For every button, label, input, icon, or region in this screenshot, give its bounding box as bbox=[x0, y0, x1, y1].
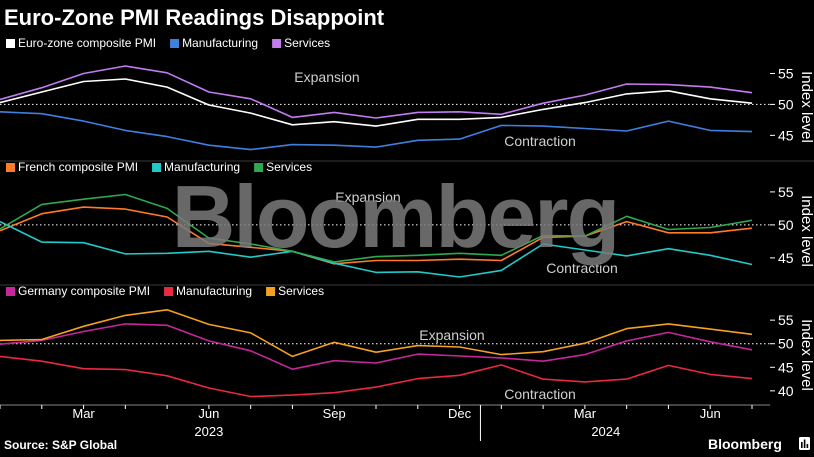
x-tick-label: Mar bbox=[72, 406, 95, 421]
series-line bbox=[0, 308, 753, 358]
contraction-label: Contraction bbox=[504, 133, 576, 149]
y-tick-label: 55 bbox=[778, 184, 794, 200]
panel-france: French composite PMI Manufacturing Service… bbox=[0, 160, 814, 278]
y-tick-label: 50 bbox=[778, 217, 794, 233]
legend-swatch bbox=[6, 39, 15, 48]
y-tick-label: 45 bbox=[778, 359, 794, 375]
series-line bbox=[0, 65, 753, 119]
expansion-label: Expansion bbox=[335, 189, 400, 205]
legend-swatch bbox=[6, 163, 15, 172]
panel-germany: Germany composite PMI Manufacturing Servic… bbox=[0, 284, 814, 402]
y-tick-label: 50 bbox=[778, 96, 794, 112]
legend-swatch bbox=[170, 39, 180, 48]
legend-item: Euro-zone composite PMI bbox=[6, 36, 156, 50]
contraction-label: Contraction bbox=[504, 386, 576, 402]
legend-swatch bbox=[6, 287, 15, 296]
legend-item: Services bbox=[266, 284, 324, 298]
x-axis: Mar Jun Sep Dec Mar Jun 2023 2024 bbox=[0, 404, 770, 441]
x-tick-label: Sep bbox=[323, 406, 346, 421]
legend-item: Manufacturing bbox=[170, 36, 258, 50]
expansion-label: Expansion bbox=[419, 327, 484, 343]
y-tick-label: 50 bbox=[778, 336, 794, 352]
x-tick-label: Dec bbox=[448, 406, 472, 421]
legend-item: Manufacturing bbox=[152, 160, 240, 174]
legend-item: Services bbox=[272, 36, 330, 50]
contraction-label: Contraction bbox=[546, 260, 618, 276]
legend-swatch bbox=[254, 163, 264, 172]
brand-logo-text: Bloomberg bbox=[708, 436, 782, 452]
y-tick-label: 55 bbox=[778, 312, 794, 328]
y-axis-title: Index level bbox=[798, 71, 814, 143]
x-year-label: 2023 bbox=[194, 424, 223, 439]
panel-euro-zone: Euro-zone composite PMI Manufacturing Serv… bbox=[0, 36, 814, 151]
y-axis-title: Index level bbox=[798, 319, 814, 391]
x-tick-label: Mar bbox=[574, 406, 597, 421]
legend-label: Manufacturing bbox=[182, 36, 258, 50]
x-tick-label: Jun bbox=[700, 406, 721, 421]
legend-swatch bbox=[266, 287, 276, 296]
expansion-label: Expansion bbox=[294, 69, 359, 85]
y-tick-label: 40 bbox=[778, 383, 794, 399]
series-line bbox=[0, 193, 753, 263]
legend-item: Services bbox=[254, 160, 312, 174]
x-year-label: 2024 bbox=[591, 424, 620, 439]
legend-label: Services bbox=[284, 36, 330, 50]
chart-title: Euro-Zone PMI Readings Disappoint bbox=[4, 5, 385, 30]
series-line bbox=[0, 206, 753, 265]
legend-item: French composite PMI bbox=[6, 160, 138, 174]
series-line bbox=[0, 78, 753, 127]
series-line bbox=[0, 323, 753, 371]
legend-label: Services bbox=[278, 284, 324, 298]
y-tick-label: 55 bbox=[778, 65, 794, 81]
legend-label: Services bbox=[266, 160, 312, 174]
legend-item: Manufacturing bbox=[164, 284, 252, 298]
legend-label: Germany composite PMI bbox=[18, 284, 150, 298]
legend-label: Manufacturing bbox=[164, 160, 240, 174]
source-note: Source: S&P Global bbox=[4, 438, 117, 452]
legend-label: French composite PMI bbox=[18, 160, 138, 174]
panels: Euro-zone composite PMI Manufacturing Serv… bbox=[0, 36, 814, 402]
bloomberg-terminal-icon bbox=[799, 437, 810, 450]
series-line bbox=[0, 355, 753, 398]
y-tick-label: 45 bbox=[778, 250, 794, 266]
bloomberg-watermark: Bloomberg bbox=[172, 167, 618, 266]
legend-item: Germany composite PMI bbox=[6, 284, 150, 298]
legend-label: Euro-zone composite PMI bbox=[18, 36, 156, 50]
series-line bbox=[0, 111, 753, 151]
legend-swatch bbox=[164, 287, 174, 296]
x-tick-label: Jun bbox=[198, 406, 219, 421]
legend-swatch bbox=[272, 39, 282, 48]
legend-label: Manufacturing bbox=[176, 284, 252, 298]
y-axis-title: Index level bbox=[798, 195, 814, 267]
series-line bbox=[0, 220, 753, 278]
y-tick-label: 45 bbox=[778, 127, 794, 143]
legend-swatch bbox=[152, 163, 162, 172]
